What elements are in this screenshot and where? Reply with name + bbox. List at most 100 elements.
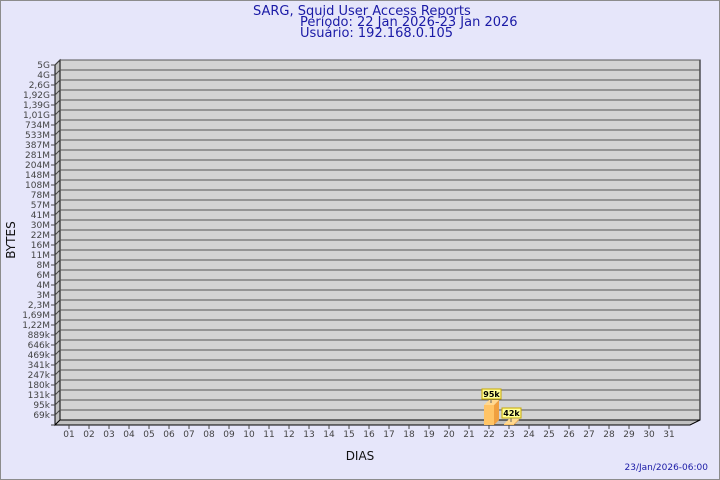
y-axis-label: BYTES (4, 221, 18, 258)
x-tick-label: 24 (523, 430, 535, 440)
y-tick-label: 889k (28, 331, 51, 341)
grid-line-diagonal (54, 289, 61, 296)
bar-front (484, 404, 494, 425)
y-tick-label: 11M (31, 251, 50, 261)
grid-line-diagonal (54, 389, 61, 396)
y-tick-label: 281M (25, 151, 50, 161)
grid-line-diagonal (54, 299, 61, 306)
y-tick-label: 22M (31, 231, 50, 241)
grid-line-diagonal (54, 189, 61, 196)
x-tick-label: 17 (383, 430, 394, 440)
footer-timestamp: 23/Jan/2026-06:00 (625, 463, 709, 473)
x-tick-label: 31 (663, 430, 674, 440)
y-tick-label: 1,22M (22, 321, 50, 331)
x-tick-label: 21 (463, 430, 474, 440)
x-tick-label: 11 (263, 430, 274, 440)
grid-line-diagonal (54, 79, 61, 86)
y-tick-label: 16M (31, 241, 50, 251)
grid-line-diagonal (54, 359, 61, 366)
grid-line-diagonal (54, 99, 61, 106)
grid-line-diagonal (54, 279, 61, 286)
y-tick-label: 469k (28, 351, 51, 361)
y-tick-label: 148M (25, 171, 50, 181)
grid-line-diagonal (54, 399, 61, 406)
x-axis-label: DIAS (346, 449, 375, 463)
y-tick-label: 95k (33, 401, 50, 411)
data-label: 95k (483, 390, 500, 399)
grid-line-diagonal (54, 339, 61, 346)
y-tick-label: 387M (25, 141, 50, 151)
x-tick-label: 19 (423, 430, 435, 440)
y-tick-label: 30M (31, 221, 50, 231)
grid-line-diagonal (54, 319, 61, 326)
grid-line-diagonal (54, 229, 61, 236)
bar-side (514, 419, 519, 425)
grid-line-diagonal (54, 259, 61, 266)
x-tick-label: 28 (603, 430, 615, 440)
grid-line-diagonal (54, 159, 61, 166)
grid-line-diagonal (54, 59, 61, 66)
x-tick-label: 14 (323, 430, 335, 440)
data-label-box (501, 407, 522, 419)
grid-line-diagonal (54, 139, 61, 146)
chart-period: Período: 22 Jan 2026-23 Jan 2026 (300, 15, 518, 30)
grid-line-diagonal (54, 89, 61, 96)
x-tick-label: 15 (343, 430, 354, 440)
grid-line-diagonal (54, 209, 61, 216)
x-tick-label: 25 (543, 430, 554, 440)
y-tick-label: 1,69M (22, 311, 50, 321)
y-tick-label: 4G (37, 71, 50, 81)
y-tick-label: 69k (33, 411, 50, 421)
grid-line-diagonal (54, 239, 61, 246)
x-tick-label: 08 (203, 430, 215, 440)
x-tick-label: 05 (143, 430, 154, 440)
grid-line-diagonal (54, 119, 61, 126)
y-tick-label: 1,92G (23, 91, 50, 101)
grid-line-diagonal (54, 109, 61, 116)
x-tick-label: 23 (503, 430, 514, 440)
y-tick-label: 3M (37, 291, 51, 301)
bar-side (494, 399, 499, 425)
data-label: 42k (503, 409, 520, 418)
grid-line-diagonal (54, 349, 61, 356)
x-tick-label: 09 (223, 430, 235, 440)
x-tick-label: 16 (363, 430, 375, 440)
y-tick-label: 204M (25, 161, 50, 171)
chart-title: SARG, Squid User Access Reports (253, 4, 471, 19)
grid-line-diagonal (54, 149, 61, 156)
x-tick-label: 12 (283, 430, 294, 440)
x-tick-label: 10 (243, 430, 255, 440)
x-tick-label: 13 (303, 430, 314, 440)
grid-line-diagonal (54, 379, 61, 386)
y-tick-label: 108M (25, 181, 50, 191)
y-tick-label: 8M (37, 261, 51, 271)
y-tick-label: 533M (25, 131, 50, 141)
y-tick-label: 341k (28, 361, 51, 371)
x-tick-label: 22 (483, 430, 494, 440)
x-tick-label: 27 (583, 430, 594, 440)
grid-line-diagonal (54, 329, 61, 336)
y-tick-label: 646k (28, 341, 51, 351)
y-tick-label: 78M (31, 191, 50, 201)
x-tick-label: 26 (563, 430, 575, 440)
grid-line-diagonal (54, 169, 61, 176)
y-tick-label: 5G (37, 61, 50, 71)
y-tick-label: 1,39G (23, 101, 50, 111)
x-tick-label: 18 (403, 430, 415, 440)
bar-front (504, 424, 514, 425)
y-tick-label: 247k (28, 371, 51, 381)
y-tick-label: 131k (28, 391, 51, 401)
x-tick-label: 06 (163, 430, 175, 440)
grid-line-diagonal (54, 199, 61, 206)
grid-line-diagonal (54, 249, 61, 256)
y-tick-label: 1,01G (23, 111, 50, 121)
y-tick-label: 57M (31, 201, 50, 211)
x-tick-label: 01 (63, 430, 74, 440)
grid-line-diagonal (54, 69, 61, 76)
grid-line-diagonal (54, 269, 61, 276)
grid-line-diagonal (54, 219, 61, 226)
y-tick-label: 2,3M (28, 301, 50, 311)
x-tick-label: 03 (103, 430, 114, 440)
plot-floor (53, 419, 701, 426)
x-tick-label: 30 (643, 430, 655, 440)
